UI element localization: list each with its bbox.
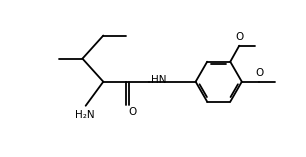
- Text: HN: HN: [151, 75, 166, 85]
- Text: O: O: [128, 107, 136, 117]
- Text: H₂N: H₂N: [75, 110, 95, 120]
- Text: O: O: [255, 68, 263, 78]
- Text: O: O: [235, 32, 243, 43]
